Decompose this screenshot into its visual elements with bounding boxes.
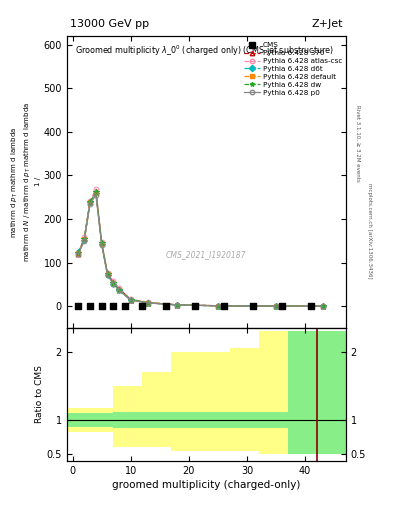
Text: 13000 GeV pp: 13000 GeV pp [70, 18, 149, 29]
Point [99, 302, 105, 310]
Point [139, 302, 145, 310]
X-axis label: groomed multiplicity (charged-only): groomed multiplicity (charged-only) [112, 480, 301, 490]
Text: Rivet 3.1.10, ≥ 3.2M events: Rivet 3.1.10, ≥ 3.2M events [356, 105, 361, 182]
Text: mcplots.cern.ch [arXiv:1306.3436]: mcplots.cern.ch [arXiv:1306.3436] [367, 183, 373, 278]
Text: Groomed multiplicity $\lambda\_0^0$ (charged only) (CMS jet substructure): Groomed multiplicity $\lambda\_0^0$ (cha… [75, 43, 334, 57]
Point [250, 302, 256, 310]
Point [220, 302, 227, 310]
Text: CMS_2021_I1920187: CMS_2021_I1920187 [166, 250, 246, 260]
Point [75, 302, 82, 310]
Point [191, 302, 198, 310]
Y-axis label: Ratio to CMS: Ratio to CMS [35, 366, 44, 423]
Legend: CMS, Pythia 6.428 370, Pythia 6.428 atlas-csc, Pythia 6.428 d6t, Pythia 6.428 de: CMS, Pythia 6.428 370, Pythia 6.428 atla… [244, 42, 342, 96]
Point [110, 302, 116, 310]
Point [308, 302, 314, 310]
Point [122, 302, 128, 310]
Point [279, 302, 285, 310]
Y-axis label: mathrm d $p_T$ mathrm d lambda
mathrm d $N$ / mathrm d $p_T$ mathrm d lambda
1 /: mathrm d $p_T$ mathrm d lambda mathrm d … [9, 102, 40, 262]
Text: Z+Jet: Z+Jet [312, 18, 343, 29]
Point [162, 302, 169, 310]
Point [87, 302, 93, 310]
